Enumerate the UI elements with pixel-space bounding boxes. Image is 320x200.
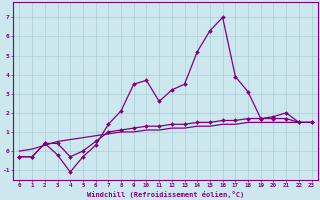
X-axis label: Windchill (Refroidissement éolien,°C): Windchill (Refroidissement éolien,°C) — [87, 191, 244, 198]
